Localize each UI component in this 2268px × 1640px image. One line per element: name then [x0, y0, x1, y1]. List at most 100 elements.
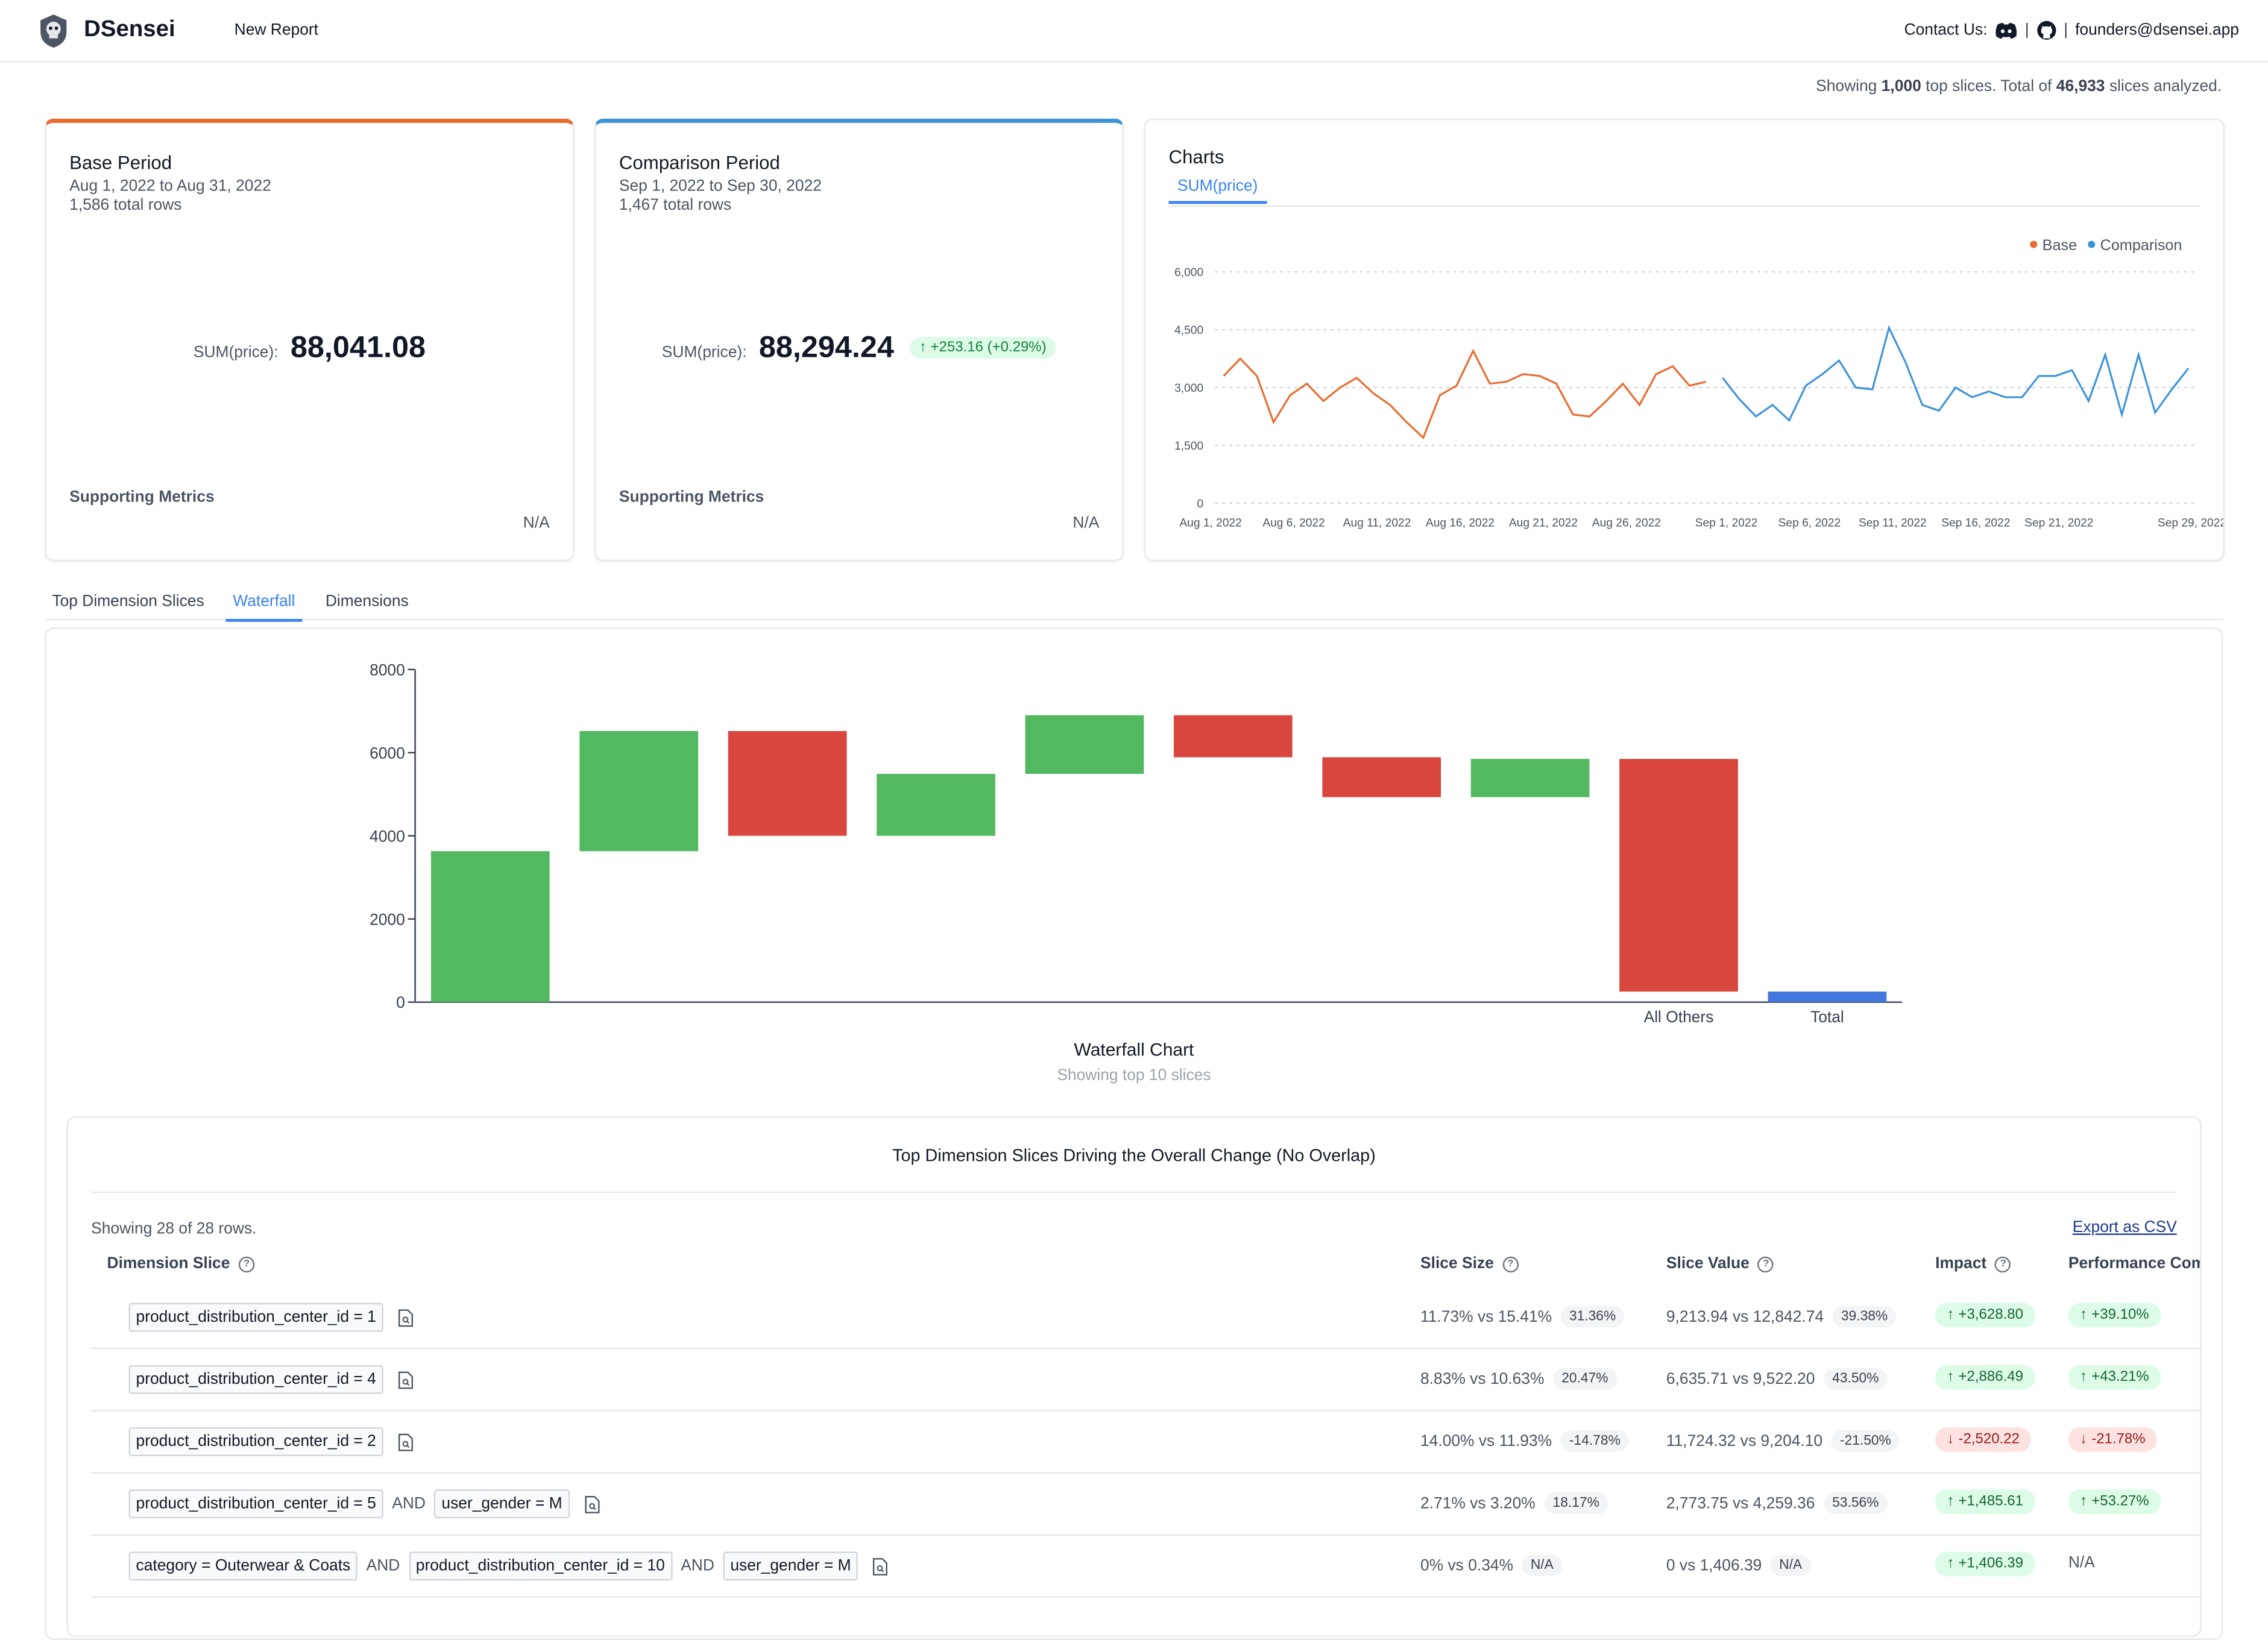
- dimension-condition-chip[interactable]: user_gender = M: [434, 1489, 570, 1519]
- column-header-label: Slice Value: [1666, 1255, 1750, 1273]
- waterfall-chart: 0 2000 4000 6000 8000 All Others Total: [370, 661, 1902, 1026]
- impact-cell: ↑ +2,886.49: [1935, 1365, 2035, 1390]
- x-tick-label: Aug 6, 2022: [1262, 517, 1325, 529]
- inspect-document-icon[interactable]: [398, 1370, 414, 1389]
- slice-value-cell: 2,773.75 vs 4,259.36 53.56%: [1666, 1492, 1888, 1514]
- waterfall-bar-increase[interactable]: [1025, 715, 1144, 774]
- slice-size-cell: 2.71% vs 3.20% 18.17%: [1420, 1492, 1608, 1514]
- summary-total-slices: 46,933: [2056, 78, 2105, 96]
- impact-cell-badge: ↑ +1,485.61: [1935, 1489, 2035, 1514]
- table-row[interactable]: product_distribution_center_id = 2 14.00%…: [91, 1410, 2200, 1474]
- waterfall-bar-increase[interactable]: [1470, 759, 1590, 797]
- dimension-condition-chip[interactable]: product_distribution_center_id = 10: [408, 1551, 672, 1581]
- help-icon[interactable]: ?: [1995, 1255, 2012, 1272]
- tab-top-dimension-slices[interactable]: Top Dimension Slices: [52, 592, 204, 611]
- impact-cell-badge: ↑ +3,628.80: [1935, 1302, 2035, 1328]
- legend-label[interactable]: Base: [2043, 237, 2077, 254]
- waterfall-bar-decrease[interactable]: [1322, 757, 1441, 797]
- dimension-slice-cell: product_distribution_center_id = 1: [128, 1302, 414, 1332]
- y-tick-label: 4,500: [1174, 324, 1203, 337]
- table-row[interactable]: product_distribution_center_id = 5 AND use…: [91, 1472, 2200, 1536]
- tab-dimensions[interactable]: Dimensions: [325, 592, 409, 611]
- slice-size-cell-change-pill: -14.78%: [1560, 1430, 1630, 1452]
- help-icon[interactable]: ?: [238, 1255, 255, 1272]
- table-title-divider: [91, 1191, 2177, 1193]
- slice-size-cell: 11.73% vs 15.41% 31.36%: [1420, 1305, 1625, 1328]
- table-row[interactable]: product_distribution_center_id = 1 11.73%…: [91, 1286, 2200, 1349]
- help-icon[interactable]: ?: [1502, 1255, 1519, 1272]
- dimension-condition-chip[interactable]: user_gender = M: [723, 1551, 858, 1581]
- tab-sum-price[interactable]: SUM(price): [1168, 178, 1267, 204]
- export-csv-link[interactable]: Export as CSV: [2072, 1219, 2177, 1237]
- column-header-dimension-slice[interactable]: Dimension Slice?: [107, 1255, 255, 1272]
- comparison-metric-label: SUM(price):: [661, 344, 747, 362]
- series-line-comparison[interactable]: [1722, 325, 2190, 423]
- dimension-condition-chip[interactable]: category = Outerwear & Coats: [128, 1551, 358, 1581]
- impact-cell: ↑ +1,485.61: [1935, 1489, 2035, 1514]
- x-tick-label: All Others: [1644, 1008, 1714, 1026]
- performance-cell-badge: ↑ +53.27%: [2068, 1489, 2161, 1514]
- column-header-label: Impact: [1935, 1255, 1987, 1273]
- github-icon[interactable]: [2036, 20, 2057, 41]
- dimension-slice-cell: product_distribution_center_id = 2: [128, 1427, 414, 1456]
- slice-value-cell-change-pill: -21.50%: [1831, 1430, 1900, 1452]
- tab-waterfall[interactable]: Waterfall: [225, 593, 303, 622]
- waterfall-bar-increase[interactable]: [430, 851, 550, 1002]
- slice-size-cell: 0% vs 0.34% N/A: [1420, 1554, 1563, 1577]
- slice-value-cell-text: 0 vs 1,406.39: [1666, 1556, 1762, 1574]
- inspect-document-icon[interactable]: [398, 1432, 414, 1451]
- contact-separator: |: [2024, 21, 2029, 39]
- new-report-link[interactable]: New Report: [234, 21, 319, 39]
- waterfall-bar-increase[interactable]: [579, 730, 699, 852]
- dimension-slice-cell: product_distribution_center_id = 5 AND use…: [128, 1489, 600, 1519]
- inspect-document-icon[interactable]: [873, 1557, 889, 1576]
- x-tick-label: Aug 1, 2022: [1179, 517, 1242, 529]
- dimension-condition-chip[interactable]: product_distribution_center_id = 4: [128, 1365, 383, 1394]
- column-header-slice-value[interactable]: Slice Value?: [1666, 1255, 1774, 1273]
- performance-cell-value: -21.78%: [2091, 1431, 2146, 1448]
- waterfall-bar-decrease[interactable]: [728, 730, 847, 836]
- x-tick-label: Aug 16, 2022: [1426, 517, 1495, 529]
- x-tick-label: Aug 21, 2022: [1509, 517, 1578, 529]
- y-tick-label: 2000: [370, 910, 405, 928]
- base-period-range: Aug 1, 2022 to Aug 31, 2022: [69, 178, 271, 195]
- waterfall-bar-decrease[interactable]: [1619, 759, 1738, 992]
- legend-label[interactable]: Comparison: [2100, 237, 2182, 254]
- slice-size-cell-change-pill: N/A: [1522, 1554, 1563, 1577]
- dimension-condition-chip[interactable]: product_distribution_center_id = 5: [128, 1489, 383, 1519]
- slices-summary: Showing 1,000 top slices. Total of 46,93…: [1816, 78, 2222, 96]
- waterfall-bar-total[interactable]: [1768, 991, 1887, 1002]
- dsensei-logo-icon[interactable]: [37, 13, 69, 49]
- dimension-condition-chip[interactable]: product_distribution_center_id = 1: [128, 1302, 383, 1332]
- performance-cell-badge: ↑ +43.21%: [2068, 1365, 2161, 1390]
- waterfall-bar-increase[interactable]: [877, 773, 995, 836]
- column-header-impact[interactable]: Impact?: [1935, 1255, 2012, 1273]
- legend-marker: [2088, 240, 2096, 248]
- inspect-document-icon[interactable]: [584, 1495, 600, 1513]
- inspect-document-icon[interactable]: [398, 1308, 414, 1327]
- comparison-period-rows: 1,467 total rows: [619, 196, 732, 215]
- table-row[interactable]: category = Outerwear & Coats AND product_d…: [91, 1535, 2200, 1598]
- table-title: Top Dimension Slices Driving the Overall…: [892, 1145, 1376, 1166]
- performance-cell-badge: ↓ -21.78%: [2068, 1427, 2157, 1452]
- table-row[interactable]: product_distribution_center_id = 4 8.83% …: [91, 1348, 2200, 1412]
- column-header-slice-size[interactable]: Slice Size?: [1420, 1255, 1519, 1272]
- comparison-metric-value: 88,294.24: [758, 331, 895, 365]
- arrow-up-icon: ↑: [1947, 1494, 1955, 1510]
- top-slices-table-card: Top Dimension Slices Driving the Overall…: [66, 1116, 2202, 1637]
- brand-name[interactable]: DSensei: [84, 17, 175, 42]
- discord-icon[interactable]: [1994, 22, 2017, 39]
- impact-cell-value: +2,886.49: [1958, 1369, 2023, 1386]
- y-tick-label: 1,500: [1174, 440, 1203, 453]
- help-icon[interactable]: ?: [1758, 1255, 1774, 1272]
- contact-email[interactable]: founders@dsensei.app: [2075, 21, 2239, 39]
- y-tick-label: 6000: [370, 744, 405, 762]
- impact-cell: ↑ +3,628.80: [1935, 1302, 2035, 1328]
- slice-size-cell-text: 11.73% vs 15.41%: [1420, 1308, 1552, 1325]
- dimension-condition-chip[interactable]: product_distribution_center_id = 2: [128, 1427, 383, 1456]
- column-header-performance[interactable]: Performance Com: [2068, 1255, 2200, 1273]
- waterfall-bar-decrease[interactable]: [1173, 715, 1293, 758]
- comparison-supporting-metrics: Supporting Metrics: [619, 488, 764, 506]
- and-label: AND: [392, 1495, 426, 1513]
- series-line-base[interactable]: [1223, 348, 1707, 439]
